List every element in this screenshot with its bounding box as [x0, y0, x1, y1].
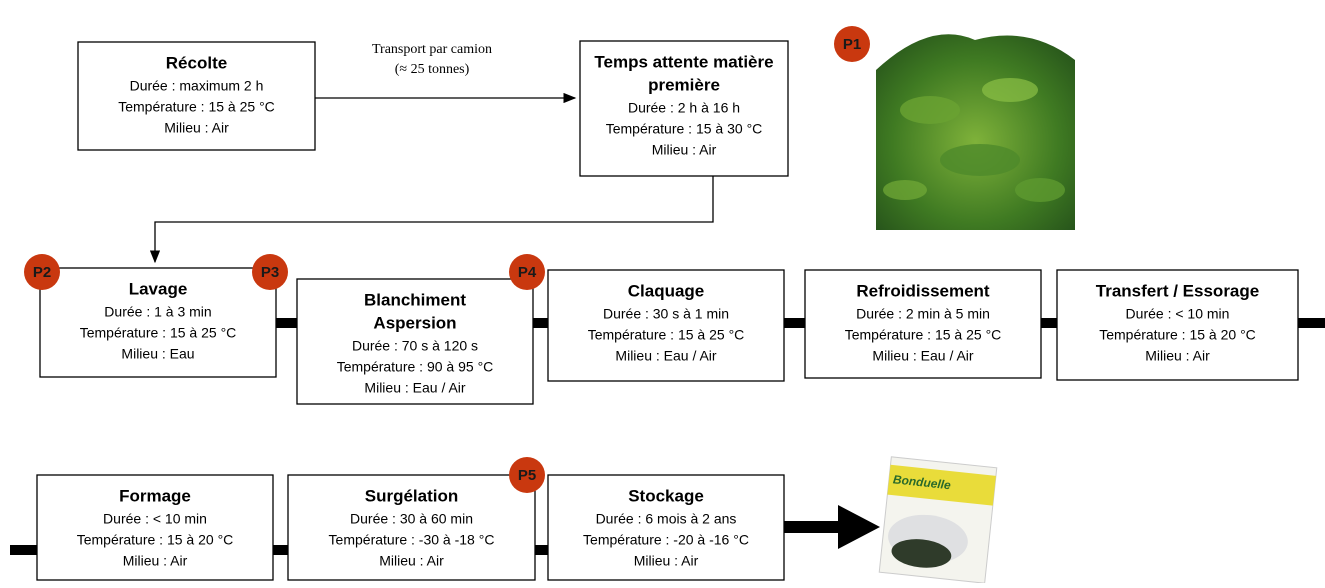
step-detail: Température : 15 à 25 °C — [80, 325, 237, 341]
step-detail: Milieu : Air — [379, 553, 444, 569]
step-box — [579, 40, 789, 177]
transport-label: Transport par camion — [372, 42, 492, 57]
badge-label: P1 — [843, 36, 861, 53]
badge — [509, 254, 545, 290]
step-detail: Milieu : Air — [634, 553, 699, 569]
step-box — [804, 269, 1042, 379]
step-detail: Durée : 2 min à 5 min — [856, 306, 990, 322]
step-detail: Durée : < 10 min — [1126, 306, 1230, 322]
step-box — [1056, 269, 1299, 381]
step-detail: Température : -30 à -18 °C — [329, 532, 495, 548]
step-detail: Température : 15 à 25 °C — [118, 99, 275, 115]
package-brand: Bonduelle — [892, 472, 951, 492]
arrow — [149, 176, 714, 264]
step-detail: Durée : 30 à 60 min — [350, 511, 473, 527]
step-box — [36, 474, 274, 581]
badge — [509, 457, 545, 493]
step-detail: Température : 15 à 30 °C — [606, 121, 763, 137]
spinach-photo — [876, 10, 1075, 231]
step-box — [296, 278, 534, 405]
step-title: Transfert / Essorage — [1096, 281, 1259, 300]
step-detail: Température : 90 à 95 °C — [337, 359, 494, 375]
step-title: Temps attente matière — [594, 52, 773, 71]
step-title: Claquage — [628, 281, 705, 300]
step-detail: Durée : 2 h à 16 h — [628, 100, 740, 116]
step-detail: Milieu : Eau / Air — [364, 380, 465, 396]
step-detail: Température : 15 à 20 °C — [77, 532, 234, 548]
step-detail: Durée : 70 s à 120 s — [352, 338, 478, 354]
step-detail: Durée : 1 à 3 min — [104, 304, 211, 320]
connectors — [10, 318, 1325, 555]
badge — [252, 254, 288, 290]
step-detail: Milieu : Air — [1145, 348, 1210, 364]
package-photo: Bonduelle — [878, 456, 998, 584]
step-box — [547, 269, 785, 382]
step-detail: Température : 15 à 25 °C — [845, 327, 1002, 343]
transport-label: (≈ 25 tonnes) — [395, 62, 470, 77]
step-box — [287, 474, 536, 581]
step-detail: Milieu : Air — [652, 142, 717, 158]
step-title: première — [648, 75, 720, 94]
step-detail: Durée : < 10 min — [103, 511, 207, 527]
step-detail: Durée : 6 mois à 2 ans — [596, 511, 737, 527]
step-detail: Durée : maximum 2 h — [130, 78, 264, 94]
badge-label: P3 — [261, 264, 279, 281]
step-detail: Milieu : Eau — [121, 346, 194, 362]
badge — [24, 254, 60, 290]
badge-label: P4 — [518, 264, 537, 281]
step-detail: Milieu : Eau / Air — [615, 348, 716, 364]
step-detail: Milieu : Air — [123, 553, 188, 569]
step-box — [39, 267, 277, 378]
step-detail: Température : -20 à -16 °C — [583, 532, 749, 548]
step-detail: Milieu : Eau / Air — [872, 348, 973, 364]
step-box — [547, 474, 785, 581]
step-title: Surgélation — [365, 486, 459, 505]
step-detail: Température : 15 à 20 °C — [1099, 327, 1256, 343]
step-title: Blanchiment — [364, 290, 466, 309]
step-box — [77, 41, 316, 151]
badge-label: P5 — [518, 467, 536, 484]
step-title: Refroidissement — [856, 281, 990, 300]
step-detail: Température : 15 à 25 °C — [588, 327, 745, 343]
badge-label: P2 — [33, 264, 51, 281]
step-detail: Milieu : Air — [164, 120, 229, 136]
step-title: Formage — [119, 486, 191, 505]
badge — [834, 26, 870, 62]
step-title: Lavage — [129, 279, 188, 298]
step-detail: Durée : 30 s à 1 min — [603, 306, 729, 322]
step-title: Aspersion — [373, 313, 456, 332]
step-title: Récolte — [166, 53, 227, 72]
step-title: Stockage — [628, 486, 704, 505]
